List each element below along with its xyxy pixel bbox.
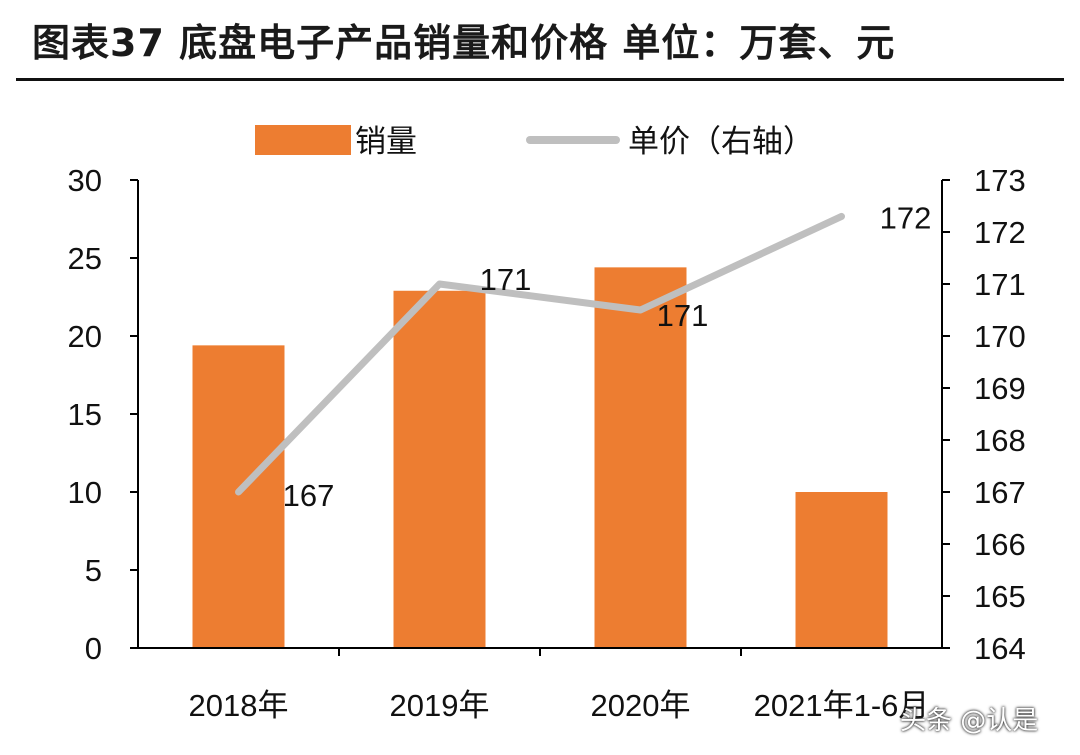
y-right-tick-label: 169 (974, 371, 1026, 406)
x-tick-label: 2021年1-6月 (754, 688, 930, 723)
x-tick-label: 2019年 (390, 688, 490, 723)
y-right-tick-label: 173 (974, 163, 1026, 198)
price-point-2 (438, 283, 441, 285)
y-left-tick-label: 30 (68, 163, 102, 198)
y-left-tick-label: 0 (85, 631, 102, 666)
watermark: 头条 @认是 (900, 706, 1039, 736)
y-right-tick-label: 165 (974, 579, 1026, 614)
y-right-tick-label: 167 (974, 475, 1026, 510)
bar-3 (594, 267, 687, 648)
x-tick-label: 2020年 (591, 688, 691, 723)
y-left-tick-label: 25 (68, 241, 102, 276)
y-right-tick-label: 172 (974, 215, 1026, 250)
y-right-tick-label: 168 (974, 423, 1026, 458)
legend-label-line: 单价（右轴） (628, 124, 814, 159)
y-left-tick-label: 10 (68, 475, 102, 510)
y-right-tick-label: 171 (974, 267, 1026, 302)
y-left-tick-label: 20 (68, 319, 102, 354)
price-point-1 (237, 491, 240, 493)
y-right-tick-label: 170 (974, 319, 1026, 354)
price-line (235, 212, 845, 496)
bar-2 (393, 290, 486, 648)
price-data-label: 171 (657, 298, 709, 333)
chart-title: 图表37 底盘电子产品销量和价格 单位：万套、元 (32, 21, 896, 65)
price-data-label: 172 (880, 200, 932, 235)
y-left-tick-label: 15 (68, 397, 102, 432)
bar-4 (795, 492, 888, 648)
price-data-label: 167 (283, 478, 335, 513)
price-point-4 (840, 215, 843, 218)
bar-1 (192, 345, 285, 648)
price-data-label: 171 (480, 262, 532, 297)
title-divider (16, 78, 1064, 81)
y-left-tick-label: 5 (85, 553, 102, 588)
price-point-3 (639, 309, 642, 311)
y-right-tick-label: 166 (974, 527, 1026, 562)
y-right-tick-label: 164 (974, 631, 1026, 666)
x-tick-label: 2018年 (189, 688, 289, 723)
legend-swatch-bar (255, 125, 351, 155)
legend-label-bar: 销量 (355, 124, 417, 159)
